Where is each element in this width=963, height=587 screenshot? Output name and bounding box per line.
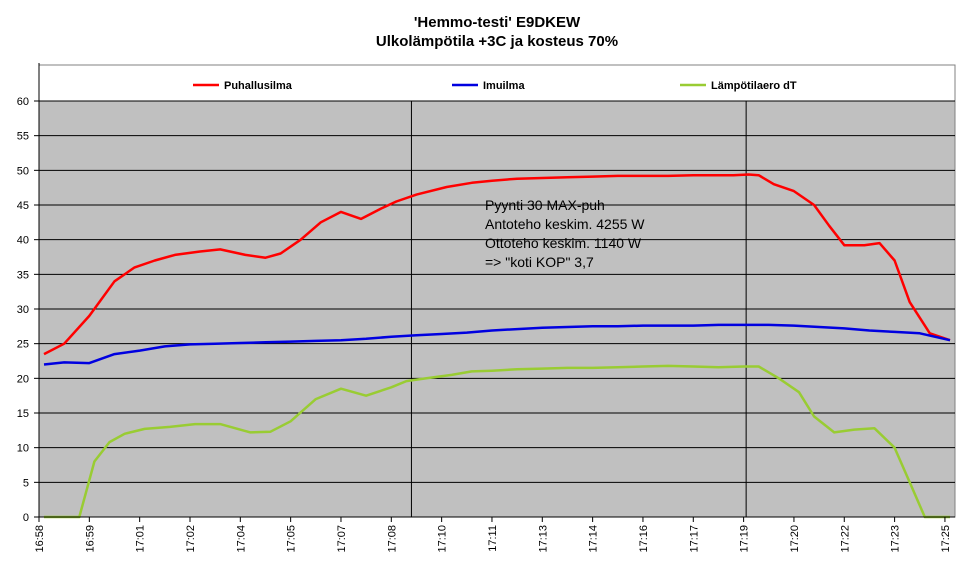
annotation-line: => "koti KOP" 3,7	[485, 254, 594, 270]
x-tick-label: 17:25	[940, 525, 952, 553]
y-tick-label: 60	[17, 96, 29, 108]
y-tick-label: 30	[17, 304, 29, 316]
x-tick-label: 17:13	[537, 525, 549, 553]
x-tick-label: 17:22	[839, 525, 851, 553]
x-tick-label: 17:16	[638, 525, 650, 553]
x-tick-label: 17:01	[135, 525, 147, 553]
x-tick-label: 17:10	[437, 525, 449, 553]
annotation-line: Ottoteho keskim. 1140 W	[485, 235, 642, 251]
annotation-line: Pyynti 30 MAX-puh	[485, 197, 605, 213]
y-tick-label: 20	[17, 373, 29, 385]
x-axis: 16:58 16:59 17:01 17:02 17:04 17:05 17:07 17:08…	[34, 516, 955, 553]
series-line-l-mp-tilaero-dt	[44, 364, 950, 519]
y-tick-label: 40	[17, 235, 29, 247]
x-tick-label: 17:08	[386, 525, 398, 553]
x-tick-label: 17:02	[185, 525, 197, 553]
x-tick-label: 16:59	[84, 525, 96, 553]
y-tick-label: 55	[17, 131, 29, 143]
series-line-imuilma	[43, 323, 951, 366]
y-tick-label: 45	[17, 200, 29, 212]
x-tick-label: 17:23	[890, 525, 902, 553]
x-tick-label: 17:04	[235, 525, 247, 553]
x-tick-label: 17:17	[688, 525, 700, 553]
annotation-line: Antoteho keskim. 4255 W	[485, 216, 645, 232]
chart-title-line-2: Ulkolämpötila +3C ja kosteus 70%	[376, 33, 618, 50]
series-line-puhallusilma	[43, 173, 951, 356]
x-tick-label: 16:58	[34, 525, 46, 553]
annotation-text: Pyynti 30 MAX-puh Antoteho keskim. 4255 W…	[485, 197, 645, 270]
marker-lines	[410, 101, 747, 517]
y-tick-label: 35	[17, 269, 29, 281]
legend-label: Lämpötilaero dT	[711, 80, 797, 92]
chart-title-line-1: 'Hemmo-testi' E9DKEW	[414, 14, 581, 31]
x-tick-label: 17:20	[789, 525, 801, 553]
y-axis: 0 5 10 15 20 25 30 35 40 45 50 55 60	[17, 63, 40, 524]
y-tick-label: 0	[23, 512, 29, 524]
x-tick-label: 17:14	[588, 525, 600, 553]
legend-label: Imuilma	[483, 80, 525, 92]
y-tick-label: 25	[17, 339, 29, 351]
legend-label: Puhallusilma	[224, 80, 293, 92]
chart-title: 'Hemmo-testi' E9DKEW Ulkolämpötila +3C ja…	[376, 14, 618, 50]
legend: Puhallusilma Imuilma Lämpötilaero dT	[193, 80, 797, 92]
x-tick-label: 17:11	[487, 525, 499, 552]
y-tick-label: 50	[17, 165, 29, 177]
x-tick-label: 17:05	[286, 525, 298, 553]
y-tick-label: 10	[17, 443, 29, 455]
y-tick-label: 15	[17, 408, 29, 420]
x-tick-label: 17:19	[739, 525, 751, 553]
series-lines	[43, 173, 951, 519]
x-tick-label: 17:07	[336, 525, 348, 553]
chart-area	[38, 64, 956, 102]
y-tick-label: 5	[23, 477, 29, 489]
